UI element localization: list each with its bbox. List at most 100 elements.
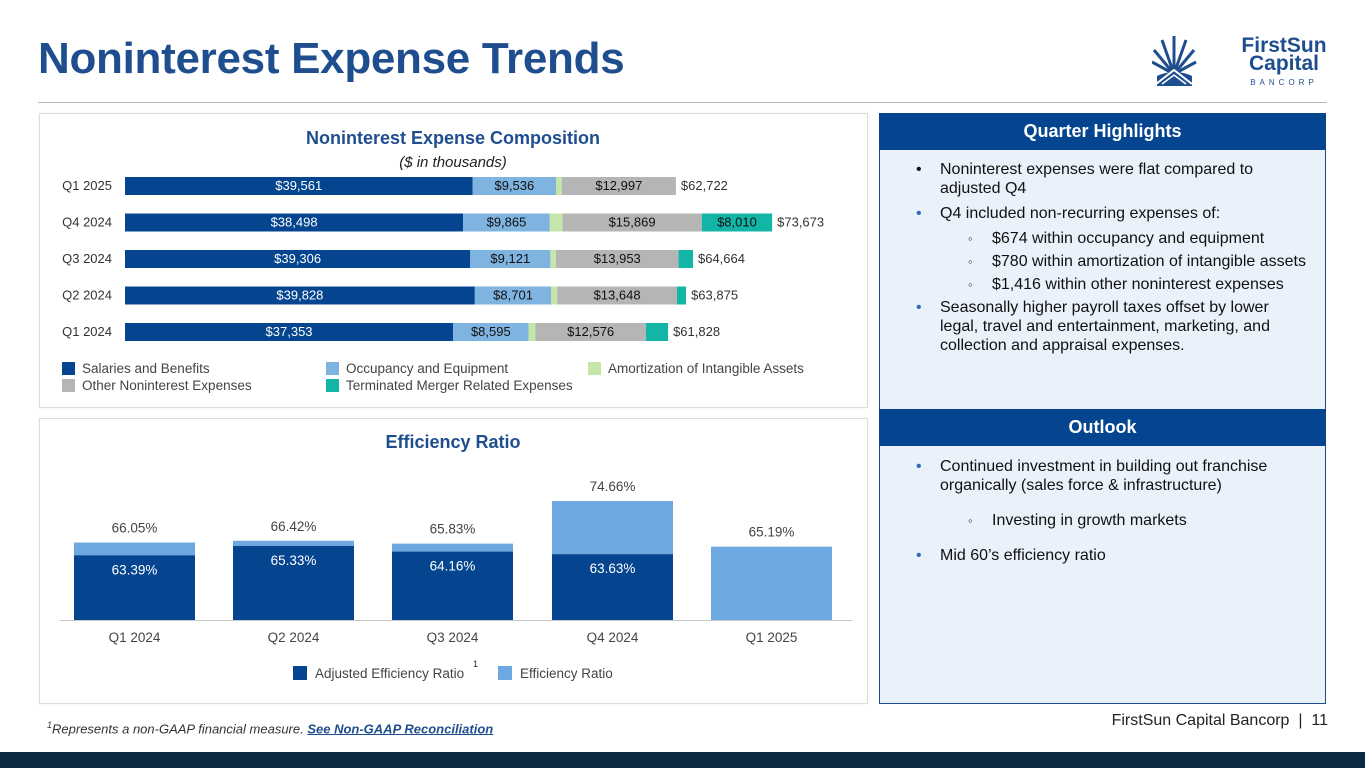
bar-segment [561,177,676,195]
footer-bar [0,752,1365,768]
bar-segment [556,250,679,268]
bar-data-label: $9,536 [494,178,534,193]
bar-segment [678,250,693,268]
chart-title: Efficiency Ratio [385,432,520,452]
bar-segment [549,213,563,232]
efficiency-data-label: 74.66% [590,479,636,494]
highlight-item: • Seasonally higher payroll taxes offset … [916,299,1270,354]
y-tick-label: Q4 2024 [62,215,112,230]
non-gaap-reconciliation-link[interactable]: See Non-GAAP Reconciliation [307,721,494,737]
outlook-list: • Continued investment in building out fr… [904,457,1309,571]
bar-total-label: $61,828 [673,324,720,339]
bar-data-label: $12,576 [567,324,614,339]
sub-bullet-icon: ◦ [968,277,973,292]
bar-segment [701,213,773,232]
bar-data-label: $9,121 [490,251,530,266]
bar-data-label: $15,869 [609,215,656,230]
legend-label: Efficiency Ratio [520,666,613,681]
adjusted-efficiency-bar [74,555,195,620]
bar-segment [550,250,557,268]
bar-data-label: $39,828 [276,288,323,303]
sun-emblem-icon [1152,36,1197,86]
adjusted-data-label: 63.63% [590,561,636,576]
bullet-icon: • [916,547,922,564]
legend-label: Adjusted Efficiency Ratio [315,666,464,681]
bar-segment [453,323,529,341]
bar-segment [562,213,702,232]
legend-footnote-marker: 1 [473,659,478,669]
bar-segment [125,177,473,195]
bar-segment [528,323,536,341]
bar-total-label: $62,722 [681,178,728,193]
page-footer-label: FirstSun Capital Bancorp | 11 [1111,712,1328,729]
sub-bullet-icon: ◦ [968,231,973,246]
title-divider [38,102,1327,103]
expense-composition-chart: Noninterest Expense Composition ($ in tho… [62,128,824,393]
bullet-icon: • [916,161,922,178]
bar-total-label: $64,664 [698,251,745,266]
bar-segment [535,323,646,341]
bar-segment [125,250,471,268]
legend-label: Terminated Merger Related Expenses [346,378,573,393]
bar-data-label: $8,701 [493,288,533,303]
legend-label: Occupancy and Equipment [346,361,508,376]
bar-segment [125,286,475,305]
bar-data-label: $39,306 [274,251,321,266]
outlook-subitem: ◦ Investing in growth markets [968,512,1187,529]
y-tick-label: Q1 2024 [62,324,112,339]
y-tick-label: Q1 2025 [62,178,112,193]
bar-total-label: $73,673 [777,215,824,230]
efficiency-data-label: 65.19% [749,525,795,540]
bar-data-label: $12,997 [595,178,642,193]
legend-swatch [326,362,339,375]
logo-name-line3: BANCORP [1250,78,1318,87]
y-tick-label: Q3 2024 [62,251,112,266]
bar-total-label: $63,875 [691,288,738,303]
bullet-icon: • [916,205,922,222]
efficiency-data-label: 66.05% [112,521,158,536]
bar-data-label: $8,595 [471,324,511,339]
chart-subtitle: ($ in thousands) [399,154,507,171]
highlight-item: • Noninterest expenses were flat compared… [916,161,1254,197]
legend-swatch [62,362,75,375]
outlook-item: • Mid 60’s efficiency ratio [916,547,1106,564]
outlook-item: • Continued investment in building out fr… [916,458,1268,494]
bar-segment [125,213,464,232]
adjusted-data-label: 65.33% [271,553,317,568]
x-tick-label: Q1 2025 [746,630,798,645]
bar-segment [470,250,551,268]
logo-name-line1: FirstSun [1241,34,1326,57]
bar-data-label: $39,561 [275,178,322,193]
efficiency-data-label: 65.83% [430,522,476,537]
bar-segment [125,323,454,341]
legend-swatch [588,362,601,375]
legend-label: Salaries and Benefits [82,361,210,376]
efficiency-data-label: 66.42% [271,519,317,534]
legend-label: Other Noninterest Expenses [82,378,252,393]
highlights-header: Quarter Highlights [879,113,1326,150]
highlight-subitem: ◦ $780 within amortization of intangible … [968,253,1306,270]
bar-segment [474,286,552,305]
bar-data-label: $38,498 [271,215,318,230]
bar-segment [557,286,678,305]
efficiency-ratio-chart: Efficiency Ratio 66.05% 63.39% Q1 2024 66.42… [60,432,852,681]
sub-bullet-icon: ◦ [968,513,973,528]
adjusted-data-label: 63.39% [112,562,158,577]
page-title: Noninterest Expense Trends [38,34,625,83]
highlight-subitem: ◦ $1,416 within other noninterest expense… [968,276,1284,293]
x-tick-label: Q3 2024 [427,630,479,645]
x-tick-label: Q1 2024 [109,630,161,645]
legend-swatch [62,379,75,392]
side-panel [879,113,1326,704]
company-logo: FirstSun Capital BANCORP [1152,34,1327,87]
bullet-icon: • [916,299,922,316]
chart-title: Noninterest Expense Composition [306,128,600,148]
highlights-list: • Noninterest expenses were flat compared… [904,160,1309,361]
bar-data-label: $8,010 [717,215,757,230]
bar-data-label: $9,865 [487,215,527,230]
bar-segment [677,286,687,305]
bar-segment [645,323,669,341]
legend-label: Amortization of Intangible Assets [608,361,804,376]
bar-data-label: $13,953 [594,251,641,266]
adjusted-efficiency-bar [552,554,673,620]
